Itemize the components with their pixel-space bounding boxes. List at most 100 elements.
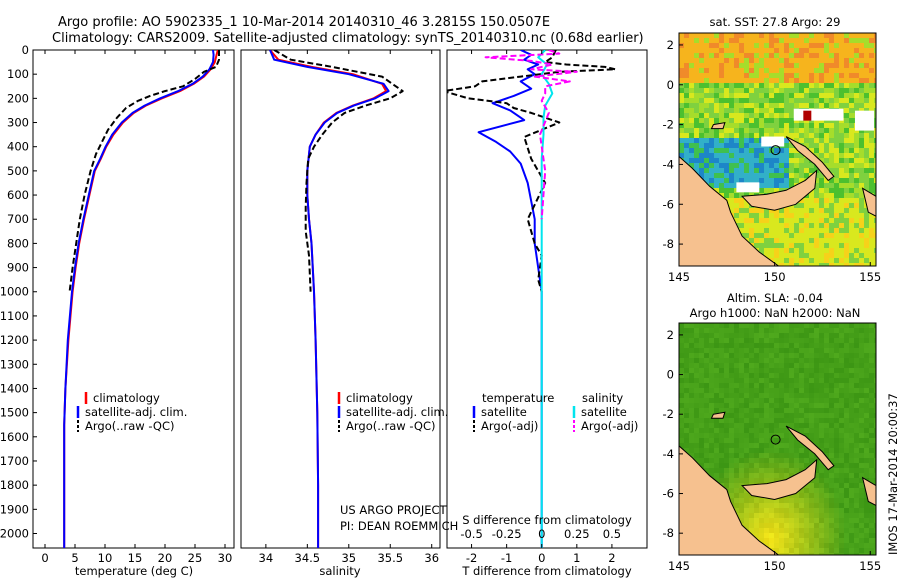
map-cell [709,93,714,98]
map-cell [724,38,729,43]
map-cell [764,473,769,478]
map-cell [709,118,714,123]
map-cell [729,368,734,373]
map-cell [849,243,854,248]
map-cell [789,498,794,503]
map-cell [854,263,859,266]
map-cell [864,108,869,113]
map-cell [819,153,824,158]
map-cell [839,53,844,58]
map-cell [764,513,769,518]
map-cell [704,98,709,103]
map-cell [829,203,834,208]
x-tick-label: 5 [71,551,78,565]
map-cell [864,233,869,238]
map-cell [699,168,704,173]
legend-climatology: climatology [346,391,413,405]
map-cell [789,148,794,153]
map-cell [739,488,744,493]
map-cell [859,553,864,555]
map-cell [834,338,839,343]
map-cell [759,528,764,533]
depth-tick-label: 100 [7,67,29,81]
map-cell [784,323,789,328]
map-cell [804,353,809,358]
map-cell [794,353,799,358]
map-cell [749,343,754,348]
map-cell [804,133,809,138]
map-cell [804,453,809,458]
depth-tick-label: 1600 [0,430,29,444]
map-cell [724,53,729,58]
map-cell [834,533,839,538]
map-cell [739,143,744,148]
map-cell [734,413,739,418]
land-mass [710,411,726,419]
map-cell [819,338,824,343]
map-cell [854,423,859,428]
map-cell [849,533,854,538]
map-cell [839,348,844,353]
map-cell [874,408,876,413]
map-cell [709,143,714,148]
map-cell [769,363,774,368]
map-cell [724,323,729,328]
map-cell [769,213,774,218]
map-cell [774,113,779,118]
map-cell [794,238,799,243]
map-cell [689,398,694,403]
map-cell [729,458,734,463]
cloud-gap [761,136,785,147]
map-cell [709,353,714,358]
map-cell [809,143,814,148]
map-cell [864,333,869,338]
map-cell [774,58,779,63]
map-cell [834,413,839,418]
map-cell [859,408,864,413]
map-cell [874,548,876,553]
map-cell [859,358,864,363]
series-satellite-adj-clim- [63,50,215,548]
map-cell [819,198,824,203]
map-cell [774,353,779,358]
map-cell [809,383,814,388]
map-cell [739,368,744,373]
map-cell [719,188,724,193]
map-cell [814,353,819,358]
map-cell [829,218,834,223]
map-cell [789,373,794,378]
map-cell [874,413,876,418]
map-cell [829,328,834,333]
map-cell [834,483,839,488]
map-cell [789,93,794,98]
map-cell [684,33,689,38]
map-cell [784,173,789,178]
map-cell [744,338,749,343]
map-cell [834,253,839,258]
map-cell [779,123,784,128]
map-cell [829,408,834,413]
map-cell [844,508,849,513]
map-cell [859,258,864,263]
map-cell [874,523,876,528]
map-cell [844,248,849,253]
map-cell [844,333,849,338]
series-climatology [63,50,219,548]
map-cell [719,173,724,178]
map-cell [844,418,849,423]
map-cell [749,68,754,73]
map-cell [844,68,849,73]
map-cell [679,73,684,78]
map-cell [874,258,876,263]
map-cell [854,228,859,233]
map-cell [789,358,794,363]
map-cell [794,513,799,518]
map-cell [854,88,859,93]
map-cell [704,83,709,88]
map-cell [789,168,794,173]
map-cell [729,198,734,203]
map-cell [764,208,769,213]
map-cell [844,543,849,548]
map-cell [729,168,734,173]
map-cell [734,503,739,508]
